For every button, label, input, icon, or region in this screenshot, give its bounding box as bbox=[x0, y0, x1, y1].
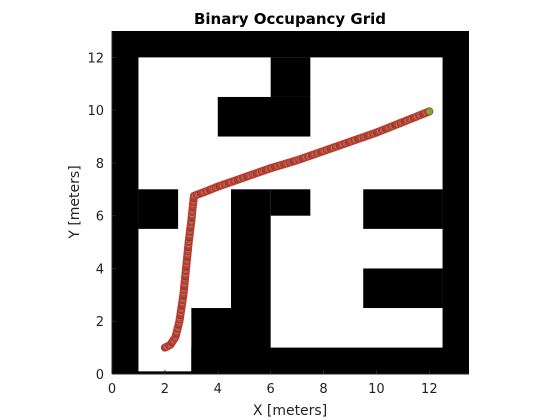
occupied-cell-1 bbox=[442, 31, 469, 374]
y-tick-label: 2 bbox=[96, 315, 104, 330]
x-tick-label: 10 bbox=[368, 382, 385, 397]
x-tick-label: 2 bbox=[161, 382, 169, 397]
x-tick-label: 4 bbox=[214, 382, 222, 397]
y-tick-label: 12 bbox=[87, 51, 104, 66]
occupied-cell-6 bbox=[191, 308, 231, 374]
y-axis-label: Y [meters] bbox=[67, 165, 83, 239]
path-markers bbox=[160, 107, 434, 352]
occupied-cell-2 bbox=[112, 31, 469, 58]
occupied-cell-8 bbox=[270, 189, 311, 216]
x-tick-label: 12 bbox=[421, 382, 438, 397]
occupied-cell-7 bbox=[231, 189, 271, 374]
occupied-cell-10 bbox=[270, 57, 311, 97]
y-tick-label: 6 bbox=[96, 210, 104, 225]
axes: 0 2 4 6 8 10 12 0 2 4 6 8 10 12 bbox=[87, 31, 469, 397]
occupied-cell-9 bbox=[217, 96, 311, 137]
occupied-cell-12 bbox=[363, 268, 443, 309]
path-point bbox=[425, 107, 434, 116]
y-tick-label: 8 bbox=[96, 157, 104, 172]
y-tick-label: 10 bbox=[87, 104, 104, 119]
x-tick-label: 6 bbox=[267, 382, 275, 397]
x-tick-label: 0 bbox=[108, 382, 116, 397]
y-tick-label: 4 bbox=[96, 262, 104, 277]
occupied-cell-0 bbox=[112, 31, 139, 374]
chart-title: Binary Occupancy Grid bbox=[194, 10, 386, 28]
x-axis-label: X [meters] bbox=[253, 403, 327, 419]
y-tick-label: 0 bbox=[96, 368, 104, 383]
plot-area bbox=[112, 31, 470, 374]
occupied-cell-5 bbox=[138, 189, 179, 229]
x-tick-label: 8 bbox=[319, 382, 327, 397]
occupied-cell-11 bbox=[363, 189, 443, 229]
